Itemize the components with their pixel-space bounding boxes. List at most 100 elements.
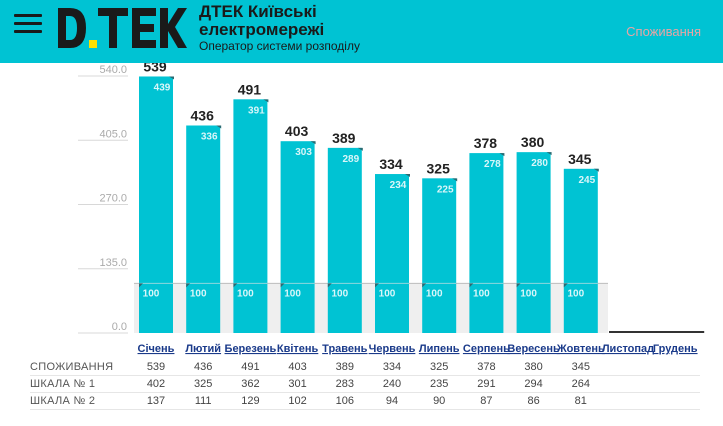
x-category-label: Квітень bbox=[277, 343, 319, 355]
table-cell: 129 bbox=[241, 395, 260, 407]
bar bbox=[233, 99, 268, 333]
brand-subtitle: Оператор системи розподілу bbox=[199, 39, 360, 53]
base-marker bbox=[469, 283, 474, 288]
table-row-label: ШКАЛА № 1 bbox=[30, 378, 96, 390]
table-cell: 235 bbox=[430, 378, 449, 390]
bar-marker bbox=[310, 141, 316, 145]
base-marker bbox=[375, 283, 379, 288]
bar-inner-label: 289 bbox=[342, 154, 359, 165]
nav-link-consumption[interactable]: Споживання bbox=[626, 24, 701, 39]
bar-marker bbox=[357, 147, 363, 151]
empty-bar-baseline bbox=[656, 331, 705, 333]
bar bbox=[422, 178, 457, 333]
bar-base-label: 100 bbox=[331, 288, 348, 299]
table-cell: 111 bbox=[194, 395, 212, 407]
hamburger-menu-icon[interactable] bbox=[14, 12, 42, 34]
bar-value-label: 436 bbox=[191, 107, 215, 123]
table-cell: 345 bbox=[571, 361, 590, 373]
base-marker bbox=[139, 283, 143, 288]
table-cell: 301 bbox=[288, 378, 307, 390]
bar-inner-label: 280 bbox=[531, 158, 548, 169]
table-row-label: ШКАЛА № 2 bbox=[30, 395, 96, 407]
y-tick-label: 135.0 bbox=[99, 257, 127, 269]
x-category-label: Серпень bbox=[463, 343, 510, 355]
base-marker bbox=[280, 283, 285, 288]
bar-base-label: 100 bbox=[520, 288, 537, 299]
y-tick-label: 0.0 bbox=[112, 321, 127, 333]
table-cell: 362 bbox=[241, 378, 260, 390]
table-cell: 539 bbox=[146, 361, 166, 373]
table-row: ШКАЛА № 1 402 325 362 301 283 240 235 291 294 264 bbox=[30, 376, 700, 393]
bar-inner-label: 245 bbox=[578, 175, 595, 186]
bar-marker bbox=[593, 168, 599, 172]
bar-marker bbox=[405, 174, 410, 178]
table-cell: 325 bbox=[194, 378, 213, 390]
table-cell: 240 bbox=[382, 378, 402, 390]
base-marker bbox=[563, 283, 568, 288]
bar-base-label: 100 bbox=[190, 288, 207, 299]
table-cell: 403 bbox=[288, 361, 307, 373]
bar-base-label: 100 bbox=[143, 288, 160, 299]
bar bbox=[375, 174, 409, 333]
bar-base-label: 100 bbox=[567, 288, 584, 299]
table-cell: 491 bbox=[241, 361, 260, 373]
bar-base-label: 100 bbox=[473, 288, 490, 299]
table-cell: 291 bbox=[477, 378, 496, 390]
base-marker bbox=[233, 283, 238, 288]
bar bbox=[516, 152, 551, 333]
bar-base-label: 100 bbox=[426, 288, 443, 299]
bar-value-label: 491 bbox=[238, 81, 262, 97]
base-marker bbox=[422, 283, 427, 288]
bar-inner-label: 391 bbox=[248, 105, 265, 116]
y-tick-label: 405.0 bbox=[99, 128, 127, 140]
base-marker bbox=[186, 283, 191, 288]
consumption-bar-chart: 540.0 405.0 270.0 135.0 0.0 539 439 100 Січень 43… bbox=[78, 63, 705, 355]
y-tick-label: 540.0 bbox=[99, 64, 127, 76]
x-category-label: Травень bbox=[322, 343, 368, 355]
x-category-label: Листопад bbox=[602, 343, 654, 355]
table-cell: 137 bbox=[146, 395, 166, 407]
x-category-label: Січень bbox=[138, 343, 175, 355]
bar-base-label: 100 bbox=[284, 288, 301, 299]
table-cell: 90 bbox=[433, 395, 446, 407]
bar-value-label: 389 bbox=[332, 130, 356, 146]
base-marker bbox=[516, 283, 521, 288]
brand-title: ДТЕК Київські електромережі bbox=[199, 2, 325, 39]
bar bbox=[280, 141, 315, 333]
table-cell: 378 bbox=[477, 361, 496, 373]
bar bbox=[469, 153, 504, 333]
bar-marker bbox=[452, 178, 458, 182]
bar-value-label: 334 bbox=[379, 156, 403, 172]
bar-inner-label: 303 bbox=[295, 147, 312, 158]
bar-value-label: 378 bbox=[474, 135, 498, 151]
bar-value-label: 380 bbox=[521, 134, 545, 150]
x-category-label: Лютий bbox=[185, 343, 221, 355]
table-cell: 283 bbox=[335, 378, 354, 390]
bar-marker bbox=[546, 152, 552, 156]
table-cell: 389 bbox=[335, 361, 354, 373]
dtek-logo[interactable] bbox=[56, 6, 188, 50]
empty-bar-baseline bbox=[609, 331, 657, 333]
x-category-label: Жовтень bbox=[556, 343, 605, 355]
bar-value-label: 325 bbox=[427, 160, 451, 176]
x-category-label: Березень bbox=[225, 343, 277, 355]
table-cell: 81 bbox=[574, 395, 587, 407]
bar-value-label: 403 bbox=[285, 123, 309, 139]
table-cell: 264 bbox=[571, 378, 590, 390]
table-cell: 380 bbox=[524, 361, 543, 373]
bar-inner-label: 336 bbox=[201, 131, 218, 142]
table-cell: 334 bbox=[382, 361, 402, 373]
bar-inner-label: 278 bbox=[484, 159, 501, 170]
x-category-label: Вересень bbox=[507, 343, 560, 355]
bar-inner-label: 234 bbox=[390, 180, 407, 191]
table-cell: 402 bbox=[146, 378, 166, 390]
table-row: ШКАЛА № 2 137 111 129 102 106 94 90 87 86 81 bbox=[30, 393, 700, 410]
bar-inner-label: 225 bbox=[437, 184, 454, 195]
bar bbox=[186, 125, 221, 333]
table-cell: 102 bbox=[288, 395, 307, 407]
table-cell: 325 bbox=[430, 361, 449, 373]
table-cell: 94 bbox=[385, 395, 399, 407]
x-category-label: Грудень bbox=[653, 343, 698, 355]
bar bbox=[563, 168, 598, 333]
table-cell: 87 bbox=[480, 395, 493, 407]
